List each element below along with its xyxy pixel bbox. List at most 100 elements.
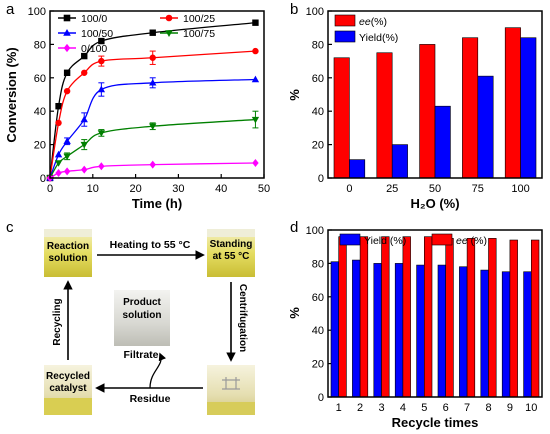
- bar: [488, 238, 497, 398]
- data-point: [252, 19, 259, 26]
- legend-marker: [63, 14, 71, 22]
- chart-d-xtick-label: 6: [443, 402, 449, 414]
- data-point: [251, 116, 260, 124]
- chart-b-xtick-label: 100: [511, 183, 529, 195]
- recycling-label: Recycling: [52, 298, 63, 345]
- data-point: [55, 168, 62, 177]
- chart-a-ytick-label: 80: [34, 39, 46, 51]
- data-point: [54, 160, 63, 167]
- legend-label: 100/25: [183, 13, 215, 25]
- legend-label: Yield(%): [359, 32, 398, 44]
- data-point: [80, 141, 88, 149]
- chart-a-xtick-label: 0: [47, 183, 53, 195]
- bar: [437, 264, 447, 398]
- reaction-solution-vial: Reaction solution: [44, 229, 92, 277]
- data-point: [97, 130, 106, 137]
- bar: [419, 44, 436, 179]
- bar: [520, 37, 537, 179]
- legend-label: 100/75: [183, 28, 215, 40]
- bar: [338, 236, 347, 398]
- data-point: [54, 150, 63, 158]
- filtrate-label: Filtrate: [123, 349, 158, 361]
- bar: [381, 236, 390, 398]
- chart-a-xtick-label: 20: [129, 183, 141, 195]
- legend-swatch: [334, 14, 356, 27]
- legend-label: 100/50: [81, 28, 113, 40]
- panel-letter-d: d: [290, 219, 298, 236]
- bar: [434, 105, 451, 179]
- chart-d-xtick-label: 5: [421, 402, 427, 414]
- chart-d-ytick-label: 20: [312, 359, 324, 371]
- data-point: [149, 160, 156, 169]
- data-point: [149, 29, 156, 36]
- chart-b-ytick-label: 60: [312, 73, 324, 85]
- legend-label: 100/0: [81, 13, 107, 25]
- chart-d-legend: Yield (%) ee (%): [339, 233, 487, 247]
- bar: [462, 37, 479, 179]
- chart-d-ytick-label: 0: [318, 392, 324, 404]
- chart-b-frame: [327, 10, 543, 179]
- bar: [330, 261, 340, 398]
- data-point: [81, 69, 88, 76]
- chart-d-xtick-label: 7: [464, 402, 470, 414]
- reaction-solution-label-line2: solution: [49, 253, 88, 264]
- legend-swatch: [431, 233, 453, 246]
- chart-b-xtick-label: 75: [472, 183, 484, 195]
- chart-b-xlabel: H₂O (%): [410, 196, 459, 211]
- chart-d-xtick-label: 4: [400, 402, 406, 414]
- data-point: [252, 47, 259, 55]
- chart-a-xlabel: Time (h): [132, 196, 182, 211]
- chart-a-ytick-label: 20: [34, 140, 46, 152]
- bar: [477, 75, 494, 179]
- chart-b-ylabel: %: [287, 89, 302, 101]
- bar: [480, 269, 489, 398]
- chart-b-ytick-label: 40: [312, 106, 324, 118]
- legend-label: 0/100: [81, 43, 107, 55]
- data-point: [97, 85, 106, 93]
- chart-d-xtick-label: 2: [357, 402, 363, 414]
- chart-a-frame: [49, 10, 265, 179]
- heating-label: Heating to 55 °C: [110, 239, 191, 251]
- bar: [530, 239, 540, 398]
- legend-swatch: [339, 233, 361, 246]
- reaction-solution-label-line1: Reaction: [47, 241, 89, 252]
- data-point: [149, 78, 157, 86]
- recycled-catalyst-label-line2: catalyst: [49, 383, 87, 394]
- chart-a-xtick-label: 10: [87, 183, 99, 195]
- data-point: [251, 75, 260, 83]
- legend-swatch: [334, 30, 356, 43]
- chart-d-xtick-label: 9: [507, 402, 513, 414]
- bar: [466, 238, 476, 398]
- data-point: [81, 52, 88, 60]
- chart-d-ytick-label: 80: [312, 258, 324, 270]
- data-point: [81, 165, 88, 174]
- bar: [501, 271, 511, 398]
- chart-d-xtick-label: 10: [525, 402, 537, 414]
- chart-d-xtick-label: 1: [336, 402, 342, 414]
- legend-marker: [165, 14, 173, 22]
- data-point: [63, 153, 71, 161]
- residue-label: Residue: [130, 393, 171, 405]
- data-point: [98, 37, 105, 45]
- chart-a-ytick-label: 60: [34, 73, 46, 85]
- legend-marker: [63, 43, 71, 53]
- panel-letter-a: a: [6, 1, 15, 18]
- bar: [509, 239, 518, 398]
- data-point: [55, 102, 62, 110]
- chart-d-ytick-label: 60: [312, 292, 324, 304]
- legend-label: ee (%): [456, 235, 487, 247]
- standing-vial: Standing at 55 °C: [207, 229, 255, 277]
- bar: [349, 159, 366, 179]
- bar: [416, 264, 425, 398]
- chart-d-ylabel: %: [287, 307, 302, 319]
- chart-a-ytick-label: 40: [34, 106, 46, 118]
- chart-d-ytick-label: 40: [312, 325, 324, 337]
- standing-label-line2: at 55 °C: [213, 251, 250, 262]
- bar: [423, 236, 433, 398]
- chart-a-xtick-label: 30: [172, 183, 184, 195]
- data-point: [80, 115, 88, 123]
- chart-d-frame: [327, 229, 543, 398]
- centrifuged-vial: [207, 365, 255, 415]
- bar: [376, 52, 393, 179]
